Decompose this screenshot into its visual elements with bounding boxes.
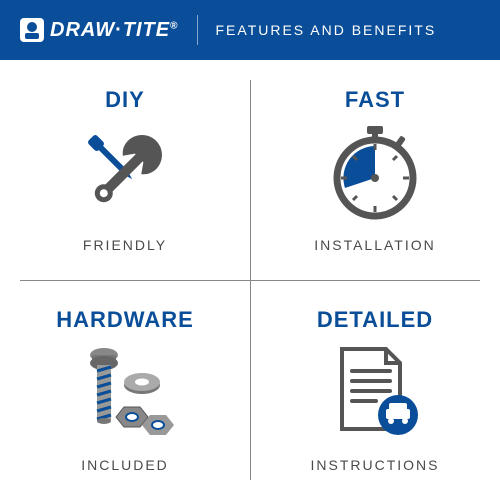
- hitch-ball-icon: [20, 18, 44, 42]
- cell-fast: FAST: [250, 60, 500, 280]
- registered-mark: ®: [170, 20, 178, 31]
- cell-title: FAST: [345, 87, 405, 113]
- cell-title: HARDWARE: [56, 307, 194, 333]
- cell-detailed: DETAILED: [250, 280, 500, 500]
- header: DRAW·TITE® FEATURES AND BENEFITS: [0, 0, 500, 60]
- stopwatch-icon: [320, 117, 430, 227]
- cell-subtitle: INSTRUCTIONS: [311, 457, 440, 473]
- tagline: FEATURES AND BENEFITS: [216, 22, 437, 38]
- cell-subtitle: INCLUDED: [81, 457, 169, 473]
- brand-logo: DRAW·TITE®: [20, 18, 179, 42]
- tools-icon: [70, 117, 180, 227]
- hardware-icon: [70, 337, 180, 447]
- brand-part2: TITE: [123, 19, 170, 41]
- cell-diy: DIY FRIENDLY: [0, 60, 250, 280]
- brand-dot: ·: [115, 19, 123, 41]
- cell-title: DIY: [105, 87, 145, 113]
- brand-text: DRAW·TITE®: [50, 19, 179, 42]
- feature-grid: DIY FRIENDLY FAST: [0, 60, 500, 500]
- cell-title: DETAILED: [317, 307, 433, 333]
- cell-subtitle: INSTALLATION: [314, 237, 436, 253]
- header-divider: [197, 15, 198, 45]
- cell-subtitle: FRIENDLY: [83, 237, 167, 253]
- document-icon: [320, 337, 430, 447]
- brand-part1: DRAW: [50, 19, 115, 41]
- cell-hardware: HARDWARE: [0, 280, 250, 500]
